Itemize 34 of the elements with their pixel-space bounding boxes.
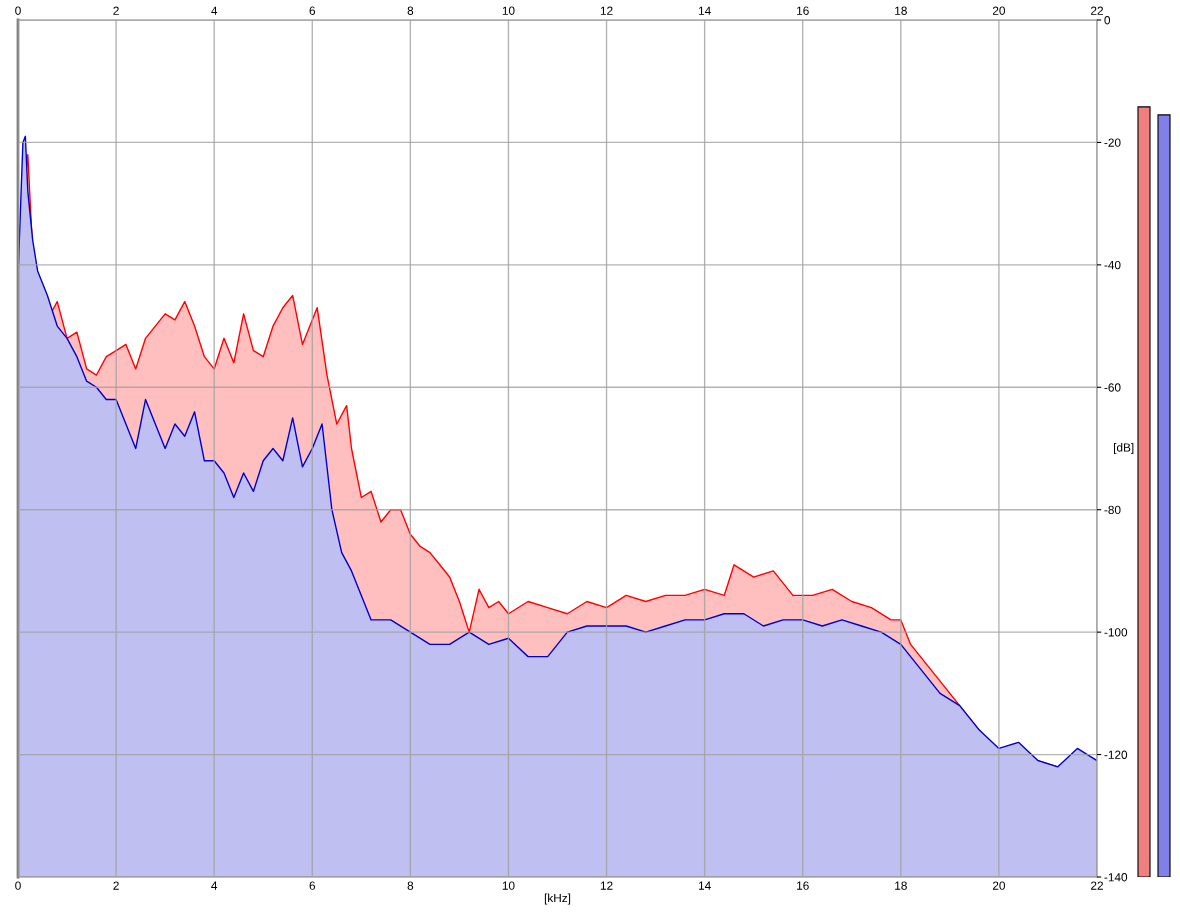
x2-tick-label: 8 <box>407 6 414 15</box>
x2-tick-label: 6 <box>309 6 316 15</box>
x2-tick-label: 4 <box>211 6 218 15</box>
x2-tick-label: 2 <box>113 6 119 15</box>
y-tick-label: -60 <box>1104 383 1121 392</box>
x-tick-label: 4 <box>211 881 218 890</box>
x2-tick-label: 10 <box>502 6 515 15</box>
x-tick-label: 0 <box>15 881 21 890</box>
y-tick-label: -20 <box>1104 138 1121 147</box>
x2-tick-label: 12 <box>600 6 613 15</box>
x-axis-title: [kHz] <box>544 893 571 905</box>
x-tick-label: 8 <box>407 881 414 890</box>
y-tick-label: 0 <box>1104 16 1111 25</box>
y-tick-label: -140 <box>1104 873 1128 882</box>
x-tick-label: 22 <box>1091 881 1103 890</box>
y-tick-label: -120 <box>1104 750 1128 759</box>
y-tick-label: -40 <box>1104 260 1121 270</box>
x2-tick-label: 14 <box>698 6 711 15</box>
y-tick-label: -100 <box>1104 628 1128 637</box>
x-tick-label: 12 <box>600 881 613 890</box>
x-tick-label: 10 <box>502 881 515 890</box>
x2-tick-label: 22 <box>1091 6 1103 15</box>
x2-tick-label: 0 <box>15 6 21 15</box>
x-tick-label: 6 <box>309 881 316 890</box>
x-tick-label: 2 <box>113 881 119 890</box>
x2-tick-label: 16 <box>797 6 809 15</box>
x-tick-label: 20 <box>992 881 1006 890</box>
y-axis-title: [dB] <box>1114 443 1134 454</box>
x-tick-label: 16 <box>797 881 809 890</box>
y-tick-label: -80 <box>1104 505 1121 515</box>
x2-tick-label: 20 <box>992 6 1006 15</box>
x2-tick-label: 18 <box>895 6 907 15</box>
x-tick-label: 18 <box>895 881 907 890</box>
x-tick-label: 14 <box>698 881 711 890</box>
